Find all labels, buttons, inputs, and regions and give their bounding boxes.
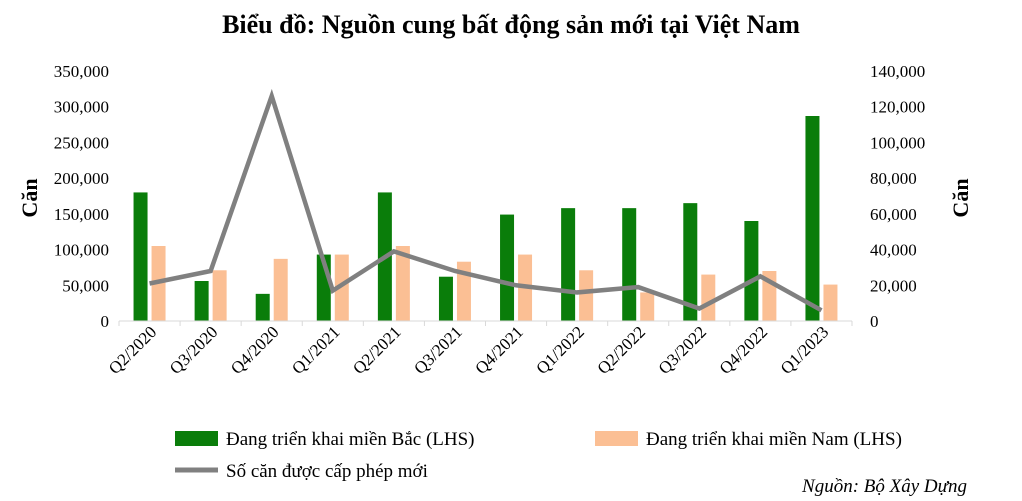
bar-south (395, 246, 410, 321)
x-tick-label: Q4/2020 (227, 322, 283, 378)
bar-north (683, 203, 698, 321)
bar-north (622, 208, 637, 321)
x-tick-label: Q3/2020 (166, 322, 222, 378)
permit-line (149, 88, 823, 313)
x-tick-label: Q2/2021 (349, 322, 405, 378)
bar-south (212, 270, 227, 321)
legend: Đang triển khai miền Bắc (LHS) Đang triể… (175, 429, 902, 482)
right-axis-ticks: 0 20,000 40,000 60,000 80,000 100,000 120,000 1… (870, 62, 925, 331)
bar-north (438, 276, 453, 321)
legend-swatch-south (595, 431, 638, 446)
right-axis-title: Căn (948, 178, 973, 217)
left-axis-title: Căn (17, 178, 42, 217)
right-tick-label: 0 (870, 312, 879, 331)
bar-south (273, 258, 288, 321)
legend-label-south: Đang triển khai miền Nam (LHS) (646, 429, 902, 450)
left-tick-label: 250,000 (54, 133, 109, 152)
right-tick-label: 40,000 (870, 241, 917, 260)
bar-south (823, 284, 838, 321)
x-tick-label: Q3/2021 (410, 322, 466, 378)
left-tick-label: 200,000 (54, 169, 109, 188)
x-tick-label: Q4/2021 (471, 322, 527, 378)
x-tick-label: Q2/2022 (594, 322, 650, 378)
bar-north (255, 293, 270, 321)
right-tick-label: 100,000 (870, 133, 925, 152)
x-axis (118, 320, 853, 326)
left-tick-label: 300,000 (54, 98, 109, 117)
right-tick-label: 140,000 (870, 62, 925, 81)
right-tick-label: 60,000 (870, 205, 917, 224)
bar-north (805, 116, 820, 321)
x-tick-label: Q1/2021 (288, 322, 344, 378)
bar-north (133, 192, 148, 321)
x-tick-label: Q2/2020 (105, 322, 161, 378)
bar-south (640, 292, 655, 321)
x-tick-label: Q1/2022 (532, 322, 588, 378)
bar-south (456, 261, 471, 321)
legend-swatch-north (175, 431, 218, 446)
source-note: Nguồn: Bộ Xây Dựng (802, 476, 967, 497)
x-tick-label: Q3/2022 (655, 322, 711, 378)
right-tick-label: 80,000 (870, 169, 917, 188)
bar-north (194, 281, 209, 321)
legend-label-north: Đang triển khai miền Bắc (LHS) (226, 429, 475, 450)
left-tick-label: 350,000 (54, 62, 109, 81)
left-tick-label: 150,000 (54, 205, 109, 224)
legend-label-permits: Số căn được cấp phép mới (226, 461, 428, 482)
bar-south (579, 270, 594, 321)
left-tick-label: 50,000 (62, 276, 109, 295)
chart-title: Biểu đồ: Nguồn cung bất động sản mới tại… (222, 10, 800, 39)
right-tick-label: 120,000 (870, 98, 925, 117)
left-tick-label: 0 (101, 312, 110, 331)
bar-north (500, 214, 515, 321)
left-tick-label: 100,000 (54, 241, 109, 260)
right-tick-label: 20,000 (870, 276, 917, 295)
bar-north (561, 208, 576, 321)
x-tick-label: Q4/2022 (716, 322, 772, 378)
bar-south (334, 254, 349, 321)
left-axis-ticks: 0 50,000 100,000 150,000 200,000 250,000 300,0… (54, 62, 109, 331)
x-axis-labels: Q2/2020 Q3/2020 Q4/2020 Q1/2021 Q2/2021 Q3/20… (105, 322, 832, 378)
bar-north (744, 221, 759, 321)
permit-line-path (149, 88, 823, 313)
bar-south (701, 274, 716, 321)
x-tick-label: Q1/2023 (777, 322, 833, 378)
